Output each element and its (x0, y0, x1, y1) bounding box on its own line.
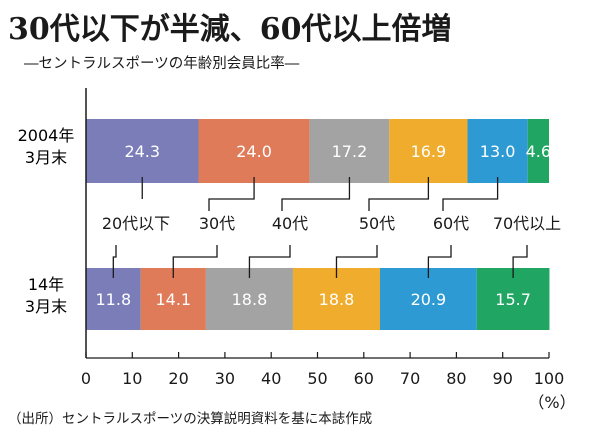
leader-bottom-3 (335, 245, 378, 278)
segment-value-label-0-5: 4.6 (526, 142, 551, 161)
chart-subtitle: ―セントラルスポーツの年齢別会員比率― (24, 56, 300, 72)
segment-value-label-1-4: 20.9 (411, 290, 447, 309)
x-tick-label-0: 0 (81, 369, 91, 388)
leader-top-2 (281, 177, 351, 211)
leader-bottom-1 (172, 245, 218, 278)
series-label-1: 30代 (199, 214, 235, 233)
bar-segment-1-4 (380, 268, 477, 330)
segment-value-label-1-2: 18.8 (232, 290, 268, 309)
x-unit-label: （%） (528, 393, 575, 412)
segment-value-label-1-5: 15.7 (495, 290, 531, 309)
x-tick-label-4: 40 (261, 369, 281, 388)
x-tick-label-9: 90 (493, 369, 513, 388)
row-label-1-line-0: 14年 (28, 275, 64, 294)
bar-segment-1-1 (140, 268, 206, 330)
series-label-0: 20代以下 (102, 214, 170, 233)
bar-segment-0-1 (198, 119, 310, 183)
segment-value-label-1-0: 11.8 (96, 290, 132, 309)
bar-segment-1-0 (86, 268, 141, 330)
segment-value-label-0-1: 24.0 (236, 142, 272, 161)
chart-title: 30代以下が半減、60代以上倍増 (8, 12, 452, 47)
row-label-1-line-1: 3月末 (25, 297, 67, 316)
segment-value-label-0-0: 24.3 (124, 142, 160, 161)
x-tick-label-5: 50 (307, 369, 327, 388)
series-label-4: 60代 (433, 214, 469, 233)
series-label-2: 40代 (272, 214, 308, 233)
x-tick-label-8: 80 (446, 369, 466, 388)
bar-segment-1-5 (476, 268, 550, 330)
segment-value-label-0-2: 17.2 (332, 142, 368, 161)
leader-bottom-4 (427, 245, 452, 278)
bar-segment-1-3 (292, 268, 381, 330)
series-label-5: 70代以上 (493, 214, 561, 233)
x-tick-label-7: 70 (400, 369, 420, 388)
row-label-0-line-0: 2004年 (18, 126, 75, 145)
bar-segment-0-3 (389, 119, 468, 183)
leader-bottom-2 (248, 245, 291, 278)
bar-segment-0-2 (309, 119, 390, 183)
leader-bottom-0 (112, 245, 117, 278)
segment-value-label-0-3: 16.9 (411, 142, 447, 161)
bar-segment-0-5 (527, 119, 549, 183)
x-tick-label-3: 30 (215, 369, 235, 388)
bar-segment-1-2 (205, 268, 293, 330)
row-label-0-line-1: 3月末 (25, 148, 67, 167)
leader-bottom-5 (512, 245, 528, 278)
x-tick-label-10: 100 (534, 369, 565, 388)
x-tick-label-2: 20 (168, 369, 188, 388)
source-footnote: （出所）セントラルスポーツの決算説明資料を基に本誌作成 (8, 411, 373, 427)
x-tick-label-1: 10 (122, 369, 142, 388)
bar-segment-0-4 (467, 119, 528, 183)
series-label-3: 50代 (359, 214, 395, 233)
segment-value-label-0-4: 13.0 (480, 142, 516, 161)
leader-top-1 (208, 177, 255, 211)
bar-segment-0-0 (86, 119, 199, 183)
segment-value-label-1-3: 18.8 (319, 290, 355, 309)
leader-top-3 (368, 177, 430, 211)
leader-top-4 (442, 177, 499, 211)
segment-value-label-1-1: 14.1 (155, 290, 191, 309)
x-tick-label-6: 60 (354, 369, 374, 388)
